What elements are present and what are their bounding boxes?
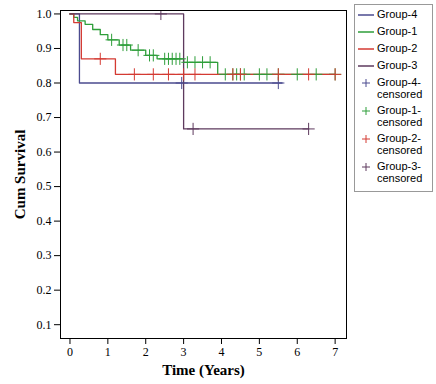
- svg-text:0.6: 0.6: [37, 145, 52, 159]
- svg-text:7: 7: [332, 345, 338, 359]
- svg-text:1: 1: [105, 345, 111, 359]
- svg-text:0.5: 0.5: [37, 179, 52, 193]
- html-text:Group-4: Group-4: [377, 8, 418, 20]
- svg-text:0.9: 0.9: [37, 41, 52, 55]
- svg-text:0.3: 0.3: [37, 248, 52, 262]
- html-text:Group-1-censored: Group-1-censored: [377, 104, 423, 128]
- svg-text:0: 0: [67, 345, 73, 359]
- svg-text:1.0: 1.0: [37, 7, 52, 21]
- html-text:Group-3: Group-3: [377, 59, 418, 71]
- svg-text:4: 4: [218, 345, 224, 359]
- html-text:Group-4-censored: Group-4-censored: [377, 76, 423, 100]
- svg-text:0.2: 0.2: [37, 283, 52, 297]
- html-text:Group-2: Group-2: [377, 42, 418, 54]
- svg-text:3: 3: [181, 345, 187, 359]
- html-text:Group-1: Group-1: [377, 25, 418, 37]
- svg-text:0.4: 0.4: [37, 214, 52, 228]
- svg-text:0.7: 0.7: [37, 110, 52, 124]
- svg-text:Cum Survival: Cum Survival: [12, 130, 28, 220]
- html-text:Group-2-censored: Group-2-censored: [377, 132, 423, 156]
- svg-text:5: 5: [256, 345, 262, 359]
- svg-text:Time (Years): Time (Years): [162, 362, 245, 379]
- svg-text:2: 2: [143, 345, 149, 359]
- html-text:Group-3-censored: Group-3-censored: [377, 160, 423, 184]
- svg-text:0.1: 0.1: [37, 318, 52, 332]
- svg-text:6: 6: [294, 345, 300, 359]
- svg-text:0.8: 0.8: [37, 76, 52, 90]
